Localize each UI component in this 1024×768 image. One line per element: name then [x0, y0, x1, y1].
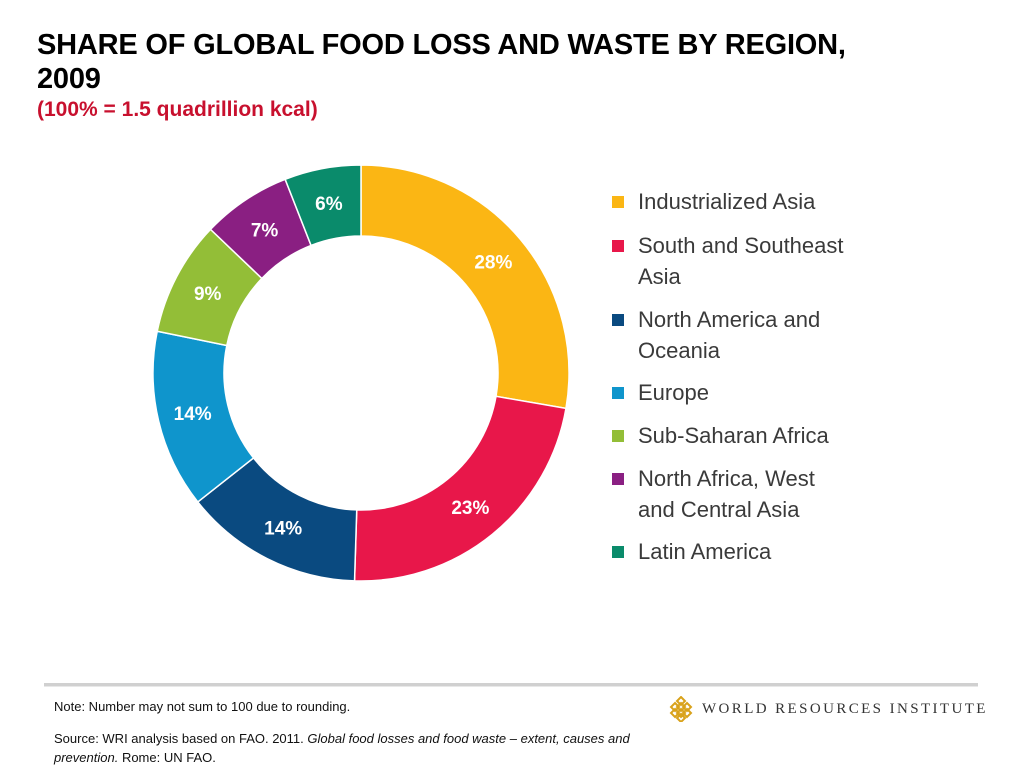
footer-divider: [44, 683, 978, 687]
footnote: Note: Number may not sum to 100 due to r…: [54, 699, 351, 714]
legend-swatch: [612, 196, 624, 208]
chart-title: SHARE OF GLOBAL FOOD LOSS AND WASTE BY R…: [37, 29, 846, 95]
legend-item: North America and Oceania: [612, 304, 853, 366]
donut-slice-7: [284, 164, 362, 247]
legend-item: Latin America: [612, 536, 853, 567]
donut-chart: 28% 23% 14% 14% 9% 7% 6%: [152, 164, 570, 582]
legend-item: Sub-Saharan Africa: [612, 420, 853, 451]
legend-label: Latin America: [638, 539, 772, 564]
legend-swatch: [612, 473, 624, 485]
legend-item: Europe: [612, 377, 853, 408]
legend-swatch: [612, 430, 624, 442]
slice-data-label: 23%: [451, 498, 489, 519]
legend-item: South and Southeast Asia: [612, 230, 853, 292]
wri-logo: WORLD RESOURCES INSTITUTE: [668, 696, 988, 722]
chart-subtitle: (100% = 1.5 quadrillion kcal): [37, 98, 318, 121]
legend-label: North Africa, West and Central Asia: [638, 466, 815, 522]
slice-data-label: 14%: [264, 519, 302, 540]
legend-swatch: [612, 546, 624, 558]
donut-slice-2: [353, 395, 567, 582]
slice-data-label: 6%: [315, 194, 343, 215]
legend-item: North Africa, West and Central Asia: [612, 463, 853, 525]
legend-swatch: [612, 314, 624, 326]
wri-lattice-icon: [669, 696, 693, 722]
legend-label: North America and Oceania: [638, 307, 821, 363]
source-suffix: Rome: UN FAO.: [118, 750, 216, 765]
slice-data-label: 28%: [474, 253, 512, 274]
source-prefix: Source: WRI analysis based on FAO. 2011.: [54, 731, 308, 746]
legend-label: Europe: [638, 380, 709, 405]
source-citation: Source: WRI analysis based on FAO. 2011.…: [54, 729, 654, 767]
source-title: Global food losses and food waste – exte…: [54, 731, 630, 765]
legend-swatch: [612, 387, 624, 399]
legend-label: South and Southeast Asia: [638, 233, 844, 289]
legend-label: Sub-Saharan Africa: [638, 423, 829, 448]
slice-data-label: 7%: [251, 220, 279, 241]
slice-data-label: 9%: [194, 284, 222, 305]
legend-label: Industrialized Asia: [638, 189, 816, 214]
legend-item: Industrialized Asia: [612, 186, 853, 217]
legend-swatch: [612, 240, 624, 252]
slice-data-label: 14%: [174, 404, 212, 425]
donut-slice-1: [360, 164, 570, 410]
wri-logo-text: WORLD RESOURCES INSTITUTE: [702, 700, 988, 717]
